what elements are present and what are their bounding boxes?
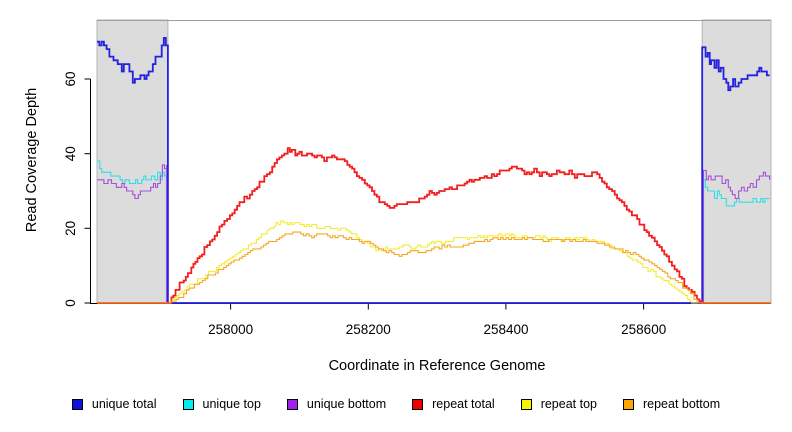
legend-item-repeat-bottom: repeat bottom xyxy=(622,397,721,411)
x-tick-label: 258200 xyxy=(346,322,391,337)
y-tick-label: 20 xyxy=(63,221,78,236)
y-tick-label: 40 xyxy=(63,146,78,161)
legend-item-unique-top: unique top xyxy=(182,397,261,411)
legend-swatch-unique-top xyxy=(182,398,194,410)
legend-label: repeat total xyxy=(432,397,495,411)
series-line-repeat-total xyxy=(97,147,771,304)
y-axis-title: Read Coverage Depth xyxy=(24,88,40,232)
x-tick-label: 258000 xyxy=(208,322,253,337)
x-tick-label: 258600 xyxy=(621,322,666,337)
legend-item-repeat-top: repeat top xyxy=(520,397,597,411)
y-tick-label: 60 xyxy=(63,71,78,86)
series-line-repeat-bottom xyxy=(97,231,771,304)
legend-swatch-unique-total xyxy=(71,398,83,410)
series-line-unique-total xyxy=(97,37,770,304)
series-lines xyxy=(97,37,771,304)
legend-swatch-repeat-top xyxy=(520,398,532,410)
x-tick-label: 258400 xyxy=(483,322,528,337)
legend-label: repeat top xyxy=(540,397,597,411)
legend-label: unique bottom xyxy=(306,397,387,411)
legend-label: repeat bottom xyxy=(642,397,721,411)
legend: unique total unique top unique bottom repea… xyxy=(0,397,792,411)
legend-swatch-repeat-bottom xyxy=(622,398,634,410)
legend-item-unique-total: unique total xyxy=(71,397,157,411)
tick-marks xyxy=(84,78,645,310)
masked-region xyxy=(96,19,169,304)
series-line-repeat-top xyxy=(97,220,771,304)
masked-region xyxy=(701,19,772,304)
legend-label: unique total xyxy=(91,397,157,411)
legend-item-repeat-total: repeat total xyxy=(412,397,495,411)
y-tick-label: 0 xyxy=(63,299,78,307)
legend-swatch-repeat-total xyxy=(412,398,424,410)
x-axis-title: Coordinate in Reference Genome xyxy=(329,358,546,374)
legend-swatch-unique-bottom xyxy=(286,398,298,410)
legend-item-unique-bottom: unique bottom xyxy=(286,397,387,411)
legend-label: unique top xyxy=(202,397,261,411)
